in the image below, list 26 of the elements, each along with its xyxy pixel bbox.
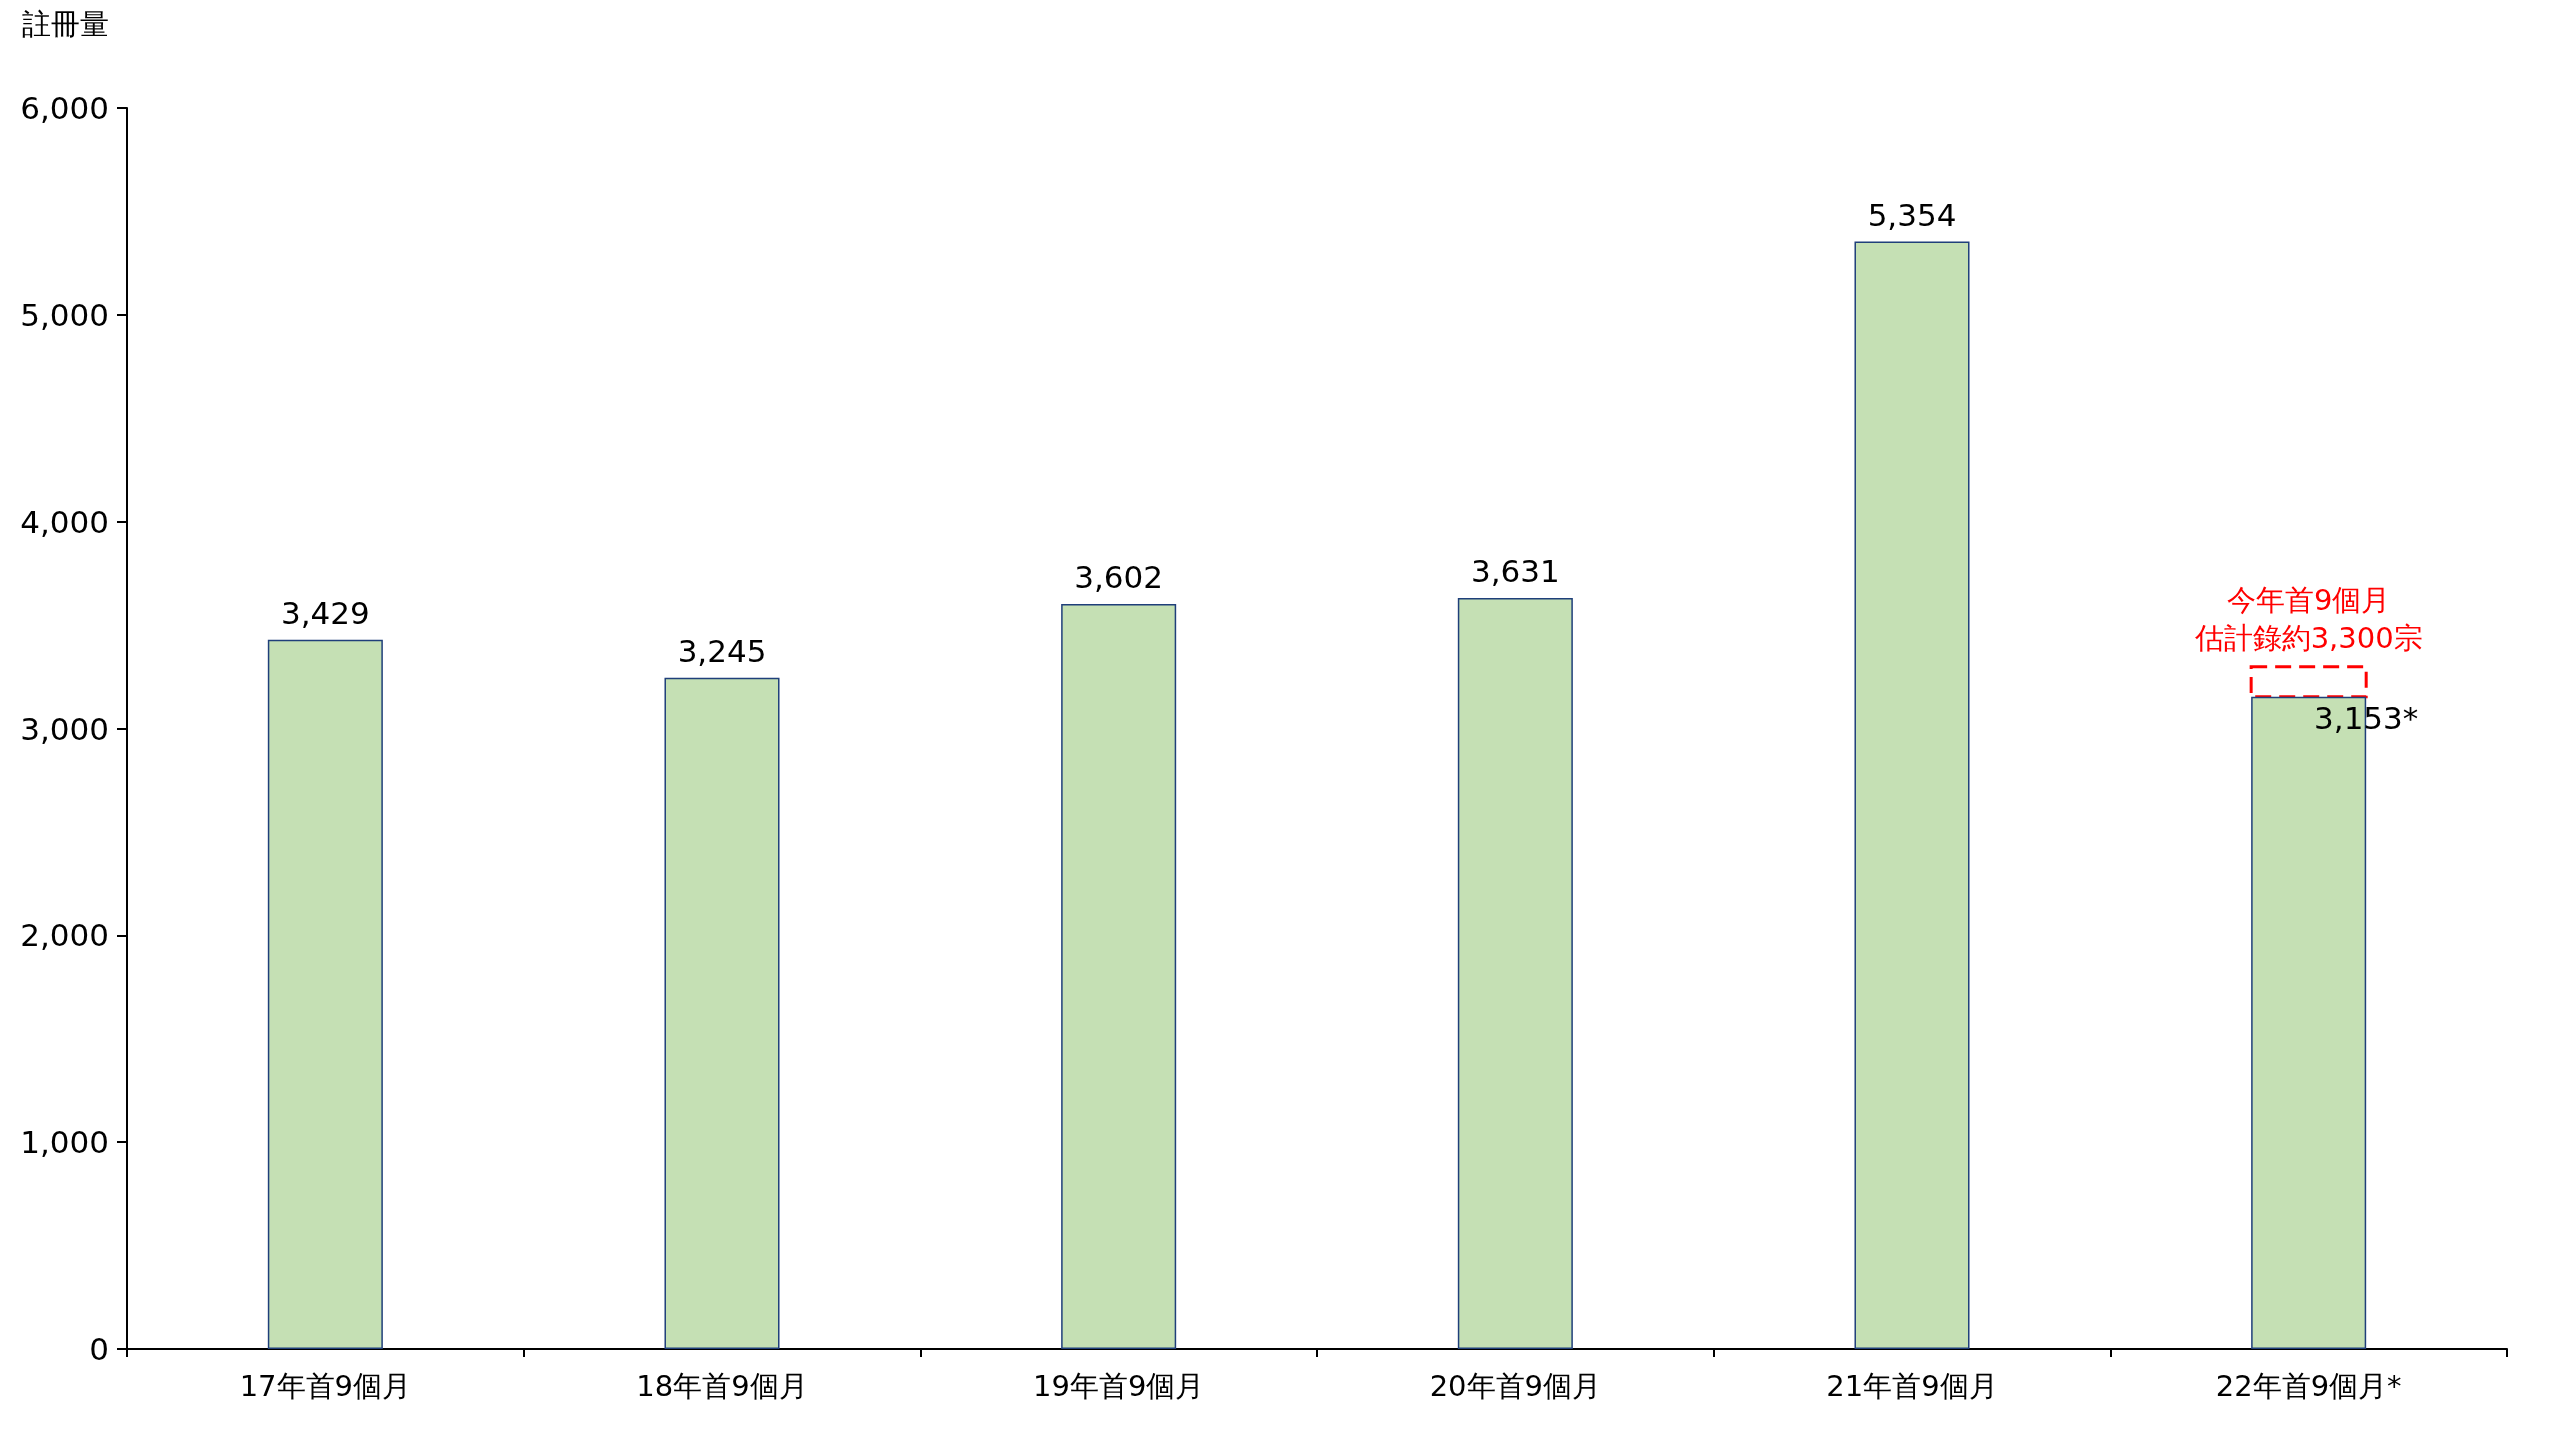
x-tick-label: 19年首9個月 <box>1032 1368 1205 1403</box>
y-tick-label: 3,000 <box>20 710 109 747</box>
data-label: 3,631 <box>1470 553 1560 590</box>
y-tick-label: 0 <box>89 1331 109 1367</box>
y-tick-label: 2,000 <box>20 917 109 954</box>
x-tick-label: 20年首9個月 <box>1429 1368 1602 1403</box>
bar <box>1061 603 1177 1349</box>
annotation: 今年首9個月 <box>2226 583 2391 618</box>
x-tick-label: 18年首9個月 <box>636 1368 808 1403</box>
bar <box>1854 241 1970 1349</box>
data-label: 3,245 <box>677 633 767 670</box>
x-tick-label: 22年首9個月* <box>2215 1368 2402 1403</box>
y-tick-label: 6,000 <box>20 90 109 126</box>
x-tick-label: 21年首9個月 <box>1826 1368 1998 1403</box>
data-label: 3,429 <box>280 595 370 632</box>
y-tick-label: 1,000 <box>20 1124 109 1161</box>
x-tick-label: 17年首9個月 <box>239 1368 412 1403</box>
data-label: 3,602 <box>1074 559 1164 596</box>
annotation: 估計錄約3,300宗 <box>2193 621 2423 656</box>
bar <box>664 677 780 1349</box>
bar <box>1457 597 1573 1349</box>
y-tick-label: 4,000 <box>20 503 109 540</box>
y-tick-label: 5,000 <box>20 296 109 333</box>
data-label: 5,354 <box>1867 197 1957 234</box>
bar <box>267 639 383 1349</box>
y-axis-title: 註冊量 <box>22 6 109 41</box>
